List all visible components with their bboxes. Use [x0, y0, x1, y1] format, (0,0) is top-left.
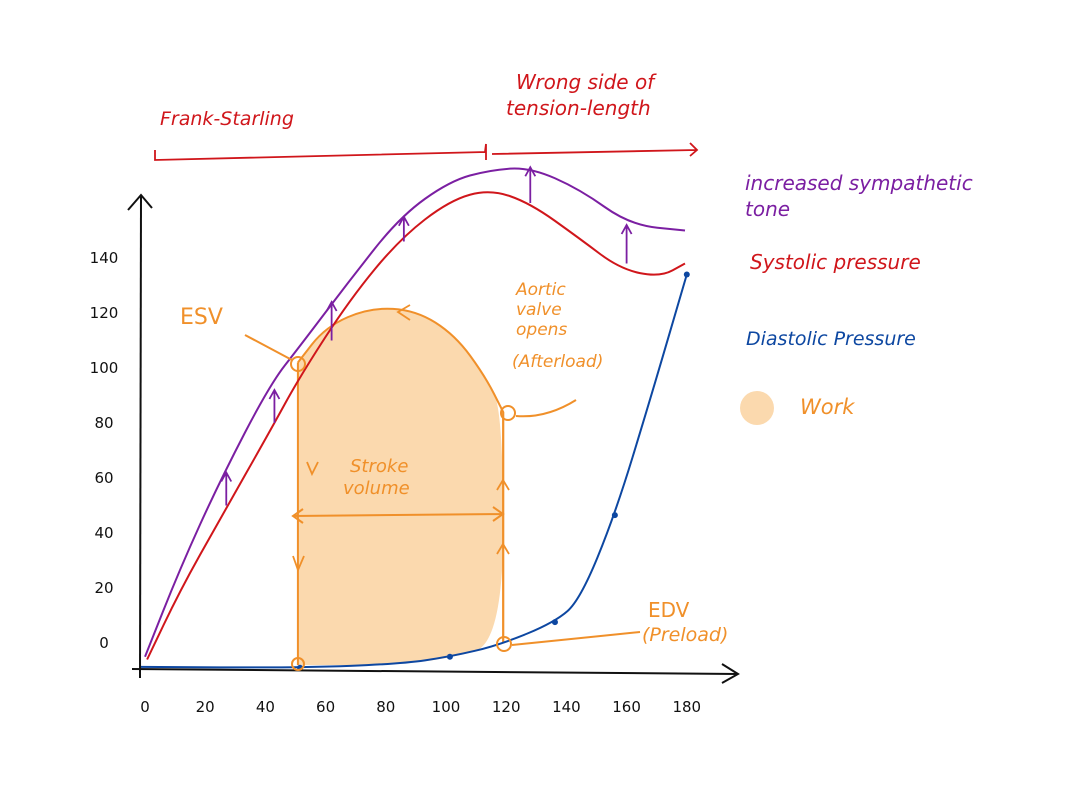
work-area	[297, 308, 504, 665]
x-tick-label: 80	[376, 698, 395, 716]
x-tick-label: 120	[492, 698, 521, 716]
esv-point	[290, 356, 306, 372]
wrong-side-label-2: tension-length	[506, 96, 651, 120]
x-tick-label: 100	[432, 698, 461, 716]
sympathetic-shift-arrow	[220, 470, 233, 506]
legend-diastolic: Diastolic Pressure	[746, 328, 916, 350]
y-tick-label: 40	[94, 524, 113, 542]
y-tick-label: 80	[94, 414, 113, 432]
aortic-valve-point	[500, 405, 516, 421]
edv-label: EDV	[648, 598, 690, 622]
x-axis-arrow	[721, 663, 740, 684]
loop-direction-arrows	[292, 304, 510, 573]
legend-systolic: Systolic pressure	[750, 250, 921, 274]
sympathetic-shift-arrow	[325, 300, 338, 341]
y-tick-label: 120	[90, 304, 119, 322]
diastolic-point	[683, 271, 690, 278]
edv-pointer	[511, 631, 641, 646]
y-tick-label: 100	[90, 359, 119, 377]
x-axis	[131, 668, 739, 675]
legend-sympathetic-1: increased sympathetic tone	[745, 171, 973, 221]
y-tick-label: 140	[90, 249, 119, 267]
x-tick-label: 160	[612, 698, 641, 716]
sympathetic-shift-arrow	[620, 223, 633, 264]
wrong-side-label-1: Wrong side of	[516, 70, 655, 94]
stroke-label-1: Stroke	[350, 456, 409, 477]
y-axis	[139, 194, 142, 679]
series-line-systolic-pressure	[146, 191, 686, 660]
diastolic-point	[551, 619, 558, 626]
y-tick-label: 20	[94, 579, 113, 597]
stroke-label-2: volume	[343, 478, 410, 499]
wrong-side-bracket	[491, 142, 699, 157]
preload-label: (Preload)	[642, 624, 729, 646]
series-line-increased-sympathetic-tone	[144, 167, 686, 658]
esv-pointer	[244, 334, 293, 361]
x-tick-label: 40	[256, 698, 275, 716]
aortic-label-3: opens	[516, 320, 568, 340]
aortic-label-1: Aortic	[516, 280, 566, 300]
legend-work: Work	[800, 395, 855, 419]
sympathetic-shift-arrow	[268, 388, 281, 423]
x-tick-label: 140	[552, 698, 581, 716]
esv-bottom-point	[291, 657, 305, 671]
aortic-pointer	[515, 399, 577, 418]
work-loop-outline	[297, 307, 505, 643]
legend-work-swatch	[740, 391, 774, 425]
frank-starling-bracket	[154, 143, 487, 161]
x-tick-label: 0	[140, 698, 150, 716]
esv-label: ESV	[180, 305, 223, 330]
aortic-label-2: valve	[516, 300, 562, 320]
edv-point	[496, 636, 512, 652]
frank-starling-label: Frank-Starling	[160, 108, 294, 130]
diastolic-point	[611, 512, 618, 519]
diastolic-point	[446, 653, 453, 660]
x-tick-label: 180	[672, 698, 701, 716]
stroke-volume-arrow	[291, 506, 505, 524]
sympathetic-shift-arrow	[524, 165, 537, 203]
y-tick-label: 0	[99, 634, 109, 652]
sympathetic-shift-arrow	[398, 214, 410, 242]
series-line-diastolic-pressure	[139, 274, 688, 669]
y-tick-label: 60	[94, 469, 113, 487]
x-tick-label: 60	[316, 698, 335, 716]
aortic-label-4: (Afterload)	[512, 352, 604, 372]
x-tick-label: 20	[196, 698, 215, 716]
y-axis-arrow	[127, 193, 153, 211]
